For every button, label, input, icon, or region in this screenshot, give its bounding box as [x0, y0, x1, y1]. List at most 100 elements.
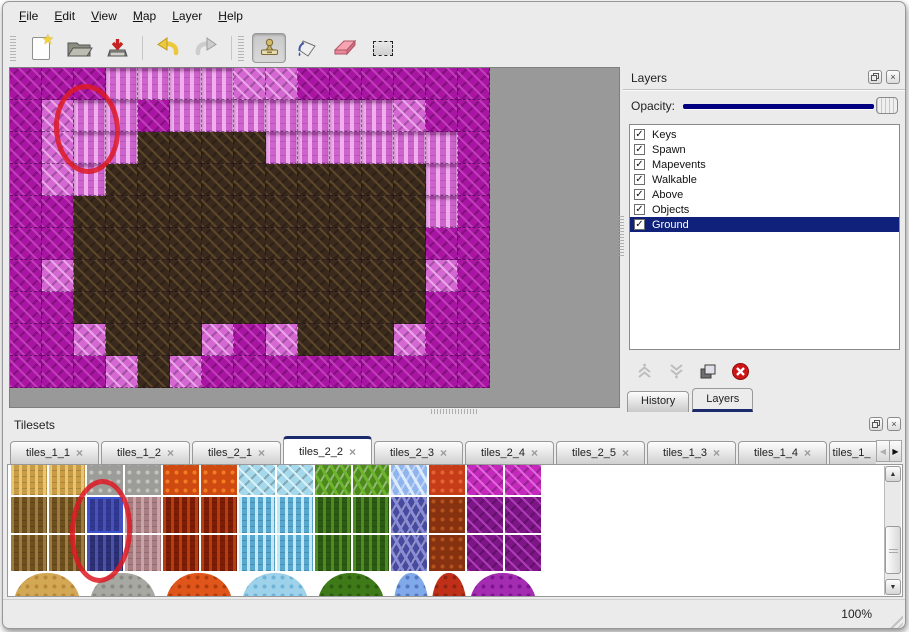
- map-tile-pink-light[interactable]: [106, 356, 138, 388]
- map-tile-dark-ground[interactable]: [266, 228, 298, 260]
- map-tile-dark-ground[interactable]: [330, 196, 362, 228]
- map-tile-magenta-base[interactable]: [10, 196, 42, 228]
- vertical-splitter-handle[interactable]: [619, 216, 624, 256]
- menu-help[interactable]: Help: [218, 8, 243, 23]
- map-tile-dark-ground[interactable]: [106, 324, 138, 356]
- layer-visibility-checkbox[interactable]: ✓: [634, 128, 645, 140]
- map-tile-dark-ground[interactable]: [298, 196, 330, 228]
- dock-tab-history[interactable]: History: [627, 391, 690, 412]
- tileset-tab-tiles_1_3[interactable]: tiles_1_3 ×: [647, 441, 736, 464]
- menu-layer[interactable]: Layer: [172, 8, 203, 23]
- map-tile-pink-pillar[interactable]: [202, 100, 234, 132]
- map-tile-magenta-base[interactable]: [458, 356, 490, 388]
- map-tile-dark-ground[interactable]: [202, 132, 234, 164]
- map-tile-magenta-base[interactable]: [298, 68, 330, 100]
- map-tile-magenta-base[interactable]: [458, 196, 490, 228]
- tileset-tile-straw[interactable]: [11, 465, 47, 495]
- map-tile-dark-ground[interactable]: [170, 324, 202, 356]
- tileset-tile-bark[interactable]: [49, 535, 85, 571]
- tileset-tile-ember[interactable]: [429, 465, 465, 495]
- map-tile-dark-ground[interactable]: [266, 196, 298, 228]
- map-tile-magenta-base[interactable]: [426, 68, 458, 100]
- map-tile-dark-ground[interactable]: [298, 324, 330, 356]
- tileset-tile-bark[interactable]: [11, 497, 47, 533]
- map-tile-magenta-base[interactable]: [426, 100, 458, 132]
- tileset-tile-stone[interactable]: [125, 465, 161, 495]
- tileset-tile-grass[interactable]: [353, 465, 389, 495]
- map-tile-pink-pillar[interactable]: [394, 132, 426, 164]
- map-tile-pink-pillar[interactable]: [202, 68, 234, 100]
- layer-visibility-checkbox[interactable]: ✓: [634, 188, 645, 200]
- map-tile-pink-pillar[interactable]: [298, 132, 330, 164]
- tileset-tile-blue[interactable]: [87, 535, 123, 571]
- map-tile-dark-ground[interactable]: [362, 228, 394, 260]
- tileset-tile-purple[interactable]: [505, 535, 541, 571]
- map-tile-dark-ground[interactable]: [170, 228, 202, 260]
- map-tile-dark-ground[interactable]: [298, 164, 330, 196]
- tileset-tile-dkcrystal[interactable]: [391, 497, 427, 533]
- map-tile-dark-ground[interactable]: [234, 132, 266, 164]
- tileset-tile-ice[interactable]: [239, 465, 275, 495]
- tileset-tab-tiles_2_4[interactable]: tiles_2_4 ×: [465, 441, 554, 464]
- tab-close-icon[interactable]: ×: [349, 444, 357, 459]
- map-tile-dark-ground[interactable]: [330, 292, 362, 324]
- map-tile-dark-ground[interactable]: [266, 164, 298, 196]
- map-tile-dark-ground[interactable]: [138, 260, 170, 292]
- tileset-tile-grass[interactable]: [315, 465, 351, 495]
- map-tile-dark-ground[interactable]: [330, 164, 362, 196]
- map-tile-dark-ground[interactable]: [202, 164, 234, 196]
- tileset-tile-rust[interactable]: [429, 497, 465, 533]
- map-tile-pink-light[interactable]: [74, 324, 106, 356]
- tileset-tile-stone[interactable]: [87, 465, 123, 495]
- map-tile-pink-pillar[interactable]: [170, 68, 202, 100]
- stamp-tool-button[interactable]: [252, 33, 286, 63]
- delete-layer-button[interactable]: [731, 362, 750, 381]
- map-tile-dark-ground[interactable]: [394, 292, 426, 324]
- map-tile-dark-ground[interactable]: [106, 164, 138, 196]
- map-tile-pink-pillar[interactable]: [106, 132, 138, 164]
- map-tile-magenta-base[interactable]: [458, 164, 490, 196]
- tileset-tile-selected[interactable]: [87, 497, 123, 533]
- tileset-tile-flame[interactable]: [201, 535, 237, 571]
- tileset-tile-flame[interactable]: [163, 535, 199, 571]
- tileset-tile-magenta[interactable]: [467, 465, 503, 495]
- layer-row-keys[interactable]: ✓ Keys: [630, 127, 899, 142]
- map-tile-magenta-base[interactable]: [330, 68, 362, 100]
- map-tile-pink-pillar[interactable]: [170, 100, 202, 132]
- map-tile-dark-ground[interactable]: [330, 260, 362, 292]
- map-tile-pink-pillar[interactable]: [426, 164, 458, 196]
- resize-grip[interactable]: [886, 611, 903, 628]
- scroll-tabs-left-button[interactable]: ◀: [876, 440, 889, 462]
- map-tile-magenta-base[interactable]: [42, 356, 74, 388]
- map-tile-dark-ground[interactable]: [298, 260, 330, 292]
- map-tile-pink-light[interactable]: [42, 100, 74, 132]
- tileset-tab-tiles_1_[interactable]: tiles_1_×: [829, 441, 876, 464]
- map-tile-magenta-base[interactable]: [42, 292, 74, 324]
- map-tile-dark-ground[interactable]: [202, 228, 234, 260]
- map-tile-magenta-base[interactable]: [458, 68, 490, 100]
- map-tile-dark-ground[interactable]: [266, 292, 298, 324]
- tileset-blob-orange[interactable]: [166, 573, 232, 596]
- map-tile-magenta-base[interactable]: [10, 260, 42, 292]
- tileset-blob-blue[interactable]: [394, 573, 428, 596]
- menu-map[interactable]: Map: [132, 8, 157, 23]
- map-tile-dark-ground[interactable]: [394, 260, 426, 292]
- map-tile-pink-light[interactable]: [394, 100, 426, 132]
- redo-button[interactable]: [189, 33, 223, 63]
- map-tile-magenta-base[interactable]: [10, 228, 42, 260]
- layer-row-spawn[interactable]: ✓ Spawn: [630, 142, 899, 157]
- move-layer-down-button[interactable]: [667, 363, 686, 379]
- tab-close-icon[interactable]: ×: [622, 446, 630, 460]
- map-tile-dark-ground[interactable]: [106, 260, 138, 292]
- map-tile-dark-ground[interactable]: [138, 132, 170, 164]
- layer-visibility-checkbox[interactable]: ✓: [634, 173, 645, 185]
- map-tile-pink-pillar[interactable]: [426, 196, 458, 228]
- map-view[interactable]: [9, 67, 620, 408]
- tileset-tile-dkcrystal[interactable]: [391, 535, 427, 571]
- map-tile-magenta-base[interactable]: [234, 324, 266, 356]
- map-tile-magenta-base[interactable]: [426, 324, 458, 356]
- tileset-blob-red[interactable]: [432, 573, 466, 596]
- map-tile-pink-pillar[interactable]: [74, 100, 106, 132]
- map-tile-dark-ground[interactable]: [138, 196, 170, 228]
- tab-close-icon[interactable]: ×: [76, 446, 84, 460]
